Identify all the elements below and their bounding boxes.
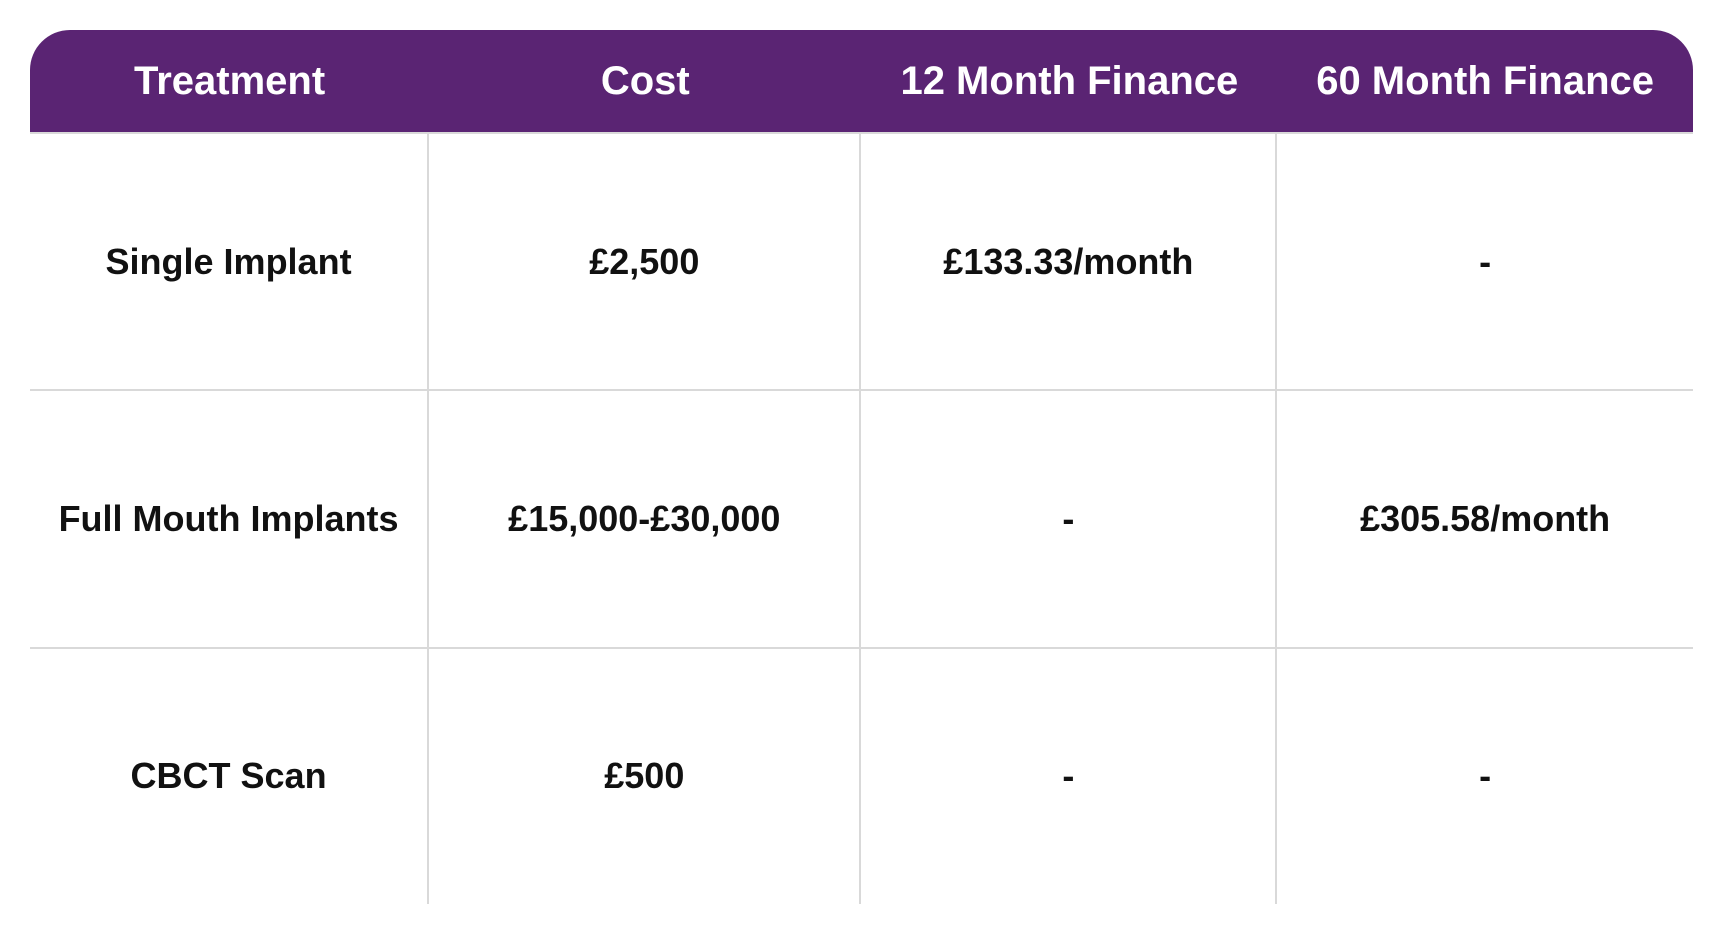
table-header: Treatment Cost 12 Month Finance 60 Month… bbox=[30, 30, 1693, 132]
col-cost: Cost bbox=[429, 30, 861, 132]
cell-60m: £305.58/month bbox=[1277, 389, 1693, 646]
cell-cost: £15,000-£30,000 bbox=[429, 389, 861, 646]
cell-60m: - bbox=[1277, 647, 1693, 904]
pricing-table-container: Treatment Cost 12 Month Finance 60 Month… bbox=[0, 0, 1723, 934]
pricing-table: Treatment Cost 12 Month Finance 60 Month… bbox=[30, 30, 1693, 904]
col-treatment: Treatment bbox=[30, 30, 429, 132]
cell-12m: - bbox=[861, 389, 1277, 646]
cell-12m: £133.33/month bbox=[861, 132, 1277, 389]
cell-treatment: Single Implant bbox=[30, 132, 429, 389]
col-12-month: 12 Month Finance bbox=[861, 30, 1277, 132]
table-row: Single Implant £2,500 £133.33/month - bbox=[30, 132, 1693, 389]
cell-60m: - bbox=[1277, 132, 1693, 389]
table-row: CBCT Scan £500 - - bbox=[30, 647, 1693, 904]
cell-treatment: CBCT Scan bbox=[30, 647, 429, 904]
cell-12m: - bbox=[861, 647, 1277, 904]
cell-cost: £2,500 bbox=[429, 132, 861, 389]
col-60-month: 60 Month Finance bbox=[1277, 30, 1693, 132]
table-body: Single Implant £2,500 £133.33/month - Fu… bbox=[30, 132, 1693, 904]
table-row: Full Mouth Implants £15,000-£30,000 - £3… bbox=[30, 389, 1693, 646]
cell-cost: £500 bbox=[429, 647, 861, 904]
cell-treatment: Full Mouth Implants bbox=[30, 389, 429, 646]
